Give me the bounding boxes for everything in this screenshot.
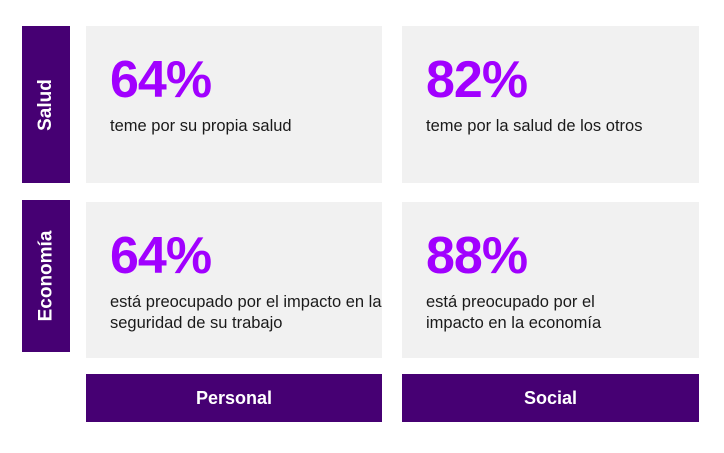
card-description: está preocupado por el impacto en la seg… (110, 293, 382, 332)
row-label-salud-text: Salud (35, 78, 57, 131)
percent-value: 82% (426, 51, 528, 109)
percent-value: 88% (426, 227, 528, 285)
card-salud-personal: 64% teme por su propia salud (86, 26, 382, 183)
row-label-economia-text: Economía (35, 230, 56, 322)
card-economia-personal: 64% está preocupado por el impacto en la… (86, 202, 382, 358)
card-salud-social: 82% teme por la salud de los otros (402, 26, 699, 183)
card-description: teme por su propia salud (110, 117, 292, 135)
percent-value: 64% (110, 51, 212, 109)
percent-value: 64% (110, 227, 212, 285)
row-label-salud: Salud (22, 26, 70, 183)
card-description: teme por la salud de los otros (426, 117, 643, 135)
column-label-personal: Personal (86, 374, 382, 422)
row-label-economia: Economía (22, 200, 70, 352)
column-label-social: Social (402, 374, 699, 422)
card-description: está preocupado por el impacto en la eco… (426, 293, 602, 332)
card-economia-social: 88% está preocupado por el impacto en la… (402, 202, 699, 358)
